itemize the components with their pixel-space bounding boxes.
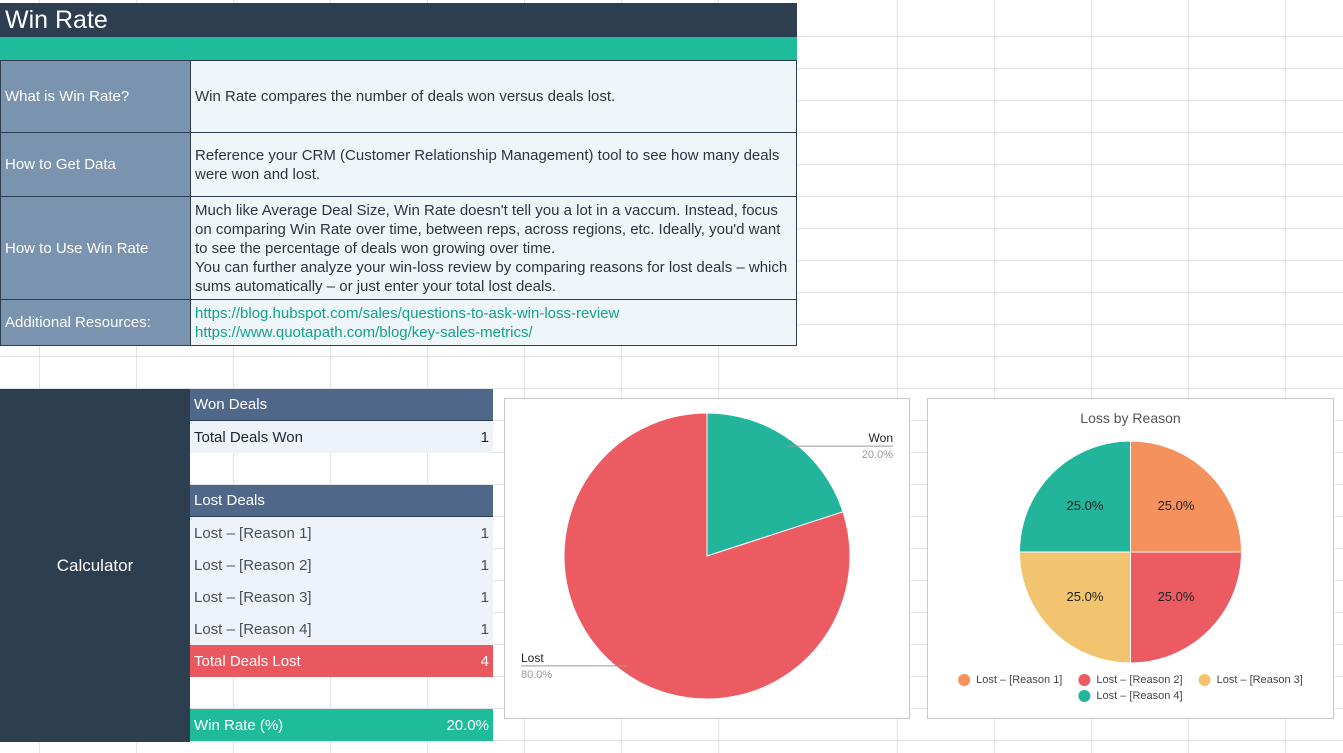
link[interactable]: https://www.quotapath.com/blog/key-sales… [195,323,533,341]
slice-label: 80.0% [521,669,552,681]
legend-item: Lost – [Reason 2] [1078,674,1183,686]
row-label: What is Win Rate? [0,60,191,133]
legend-swatch [1078,690,1091,702]
pie-slice [563,412,851,700]
legend-label: Lost – [Reason 1] [976,674,1062,686]
lost-row-label: Lost – [Reason 1] [190,517,390,549]
win-rate-label: Win Rate (%) [190,709,390,741]
row-content: Much like Average Deal Size, Win Rate do… [190,197,797,300]
row-content: https://blog.hubspot.com/sales/questions… [190,300,797,346]
legend-item: Lost – [Reason 1] [958,674,1062,686]
win-rate-value: 20.0% [390,709,493,741]
slice-category: Lost [521,651,544,665]
calculator-label: Calculator [0,389,190,742]
slice-label: 25.0% [1067,498,1104,513]
row-content: Reference your CRM (Customer Relationshi… [190,133,797,197]
pie-slice [1018,440,1131,553]
lost-row-value: 1 [390,581,493,613]
description: Win Rate compares the number of deals wo… [195,88,616,105]
lost-row-label: Lost – [Reason 3] [190,581,390,613]
slice-label: 20.0% [862,449,893,461]
accent-bar [0,37,797,60]
chart: Loss by Reason 25.0% 25.0% 25.0% 25.0% Lost –… [927,398,1334,719]
slice-label: 25.0% [1067,589,1104,604]
legend-item: Lost – [Reason 4] [1078,690,1183,702]
lost-row-label: Lost – [Reason 2] [190,549,390,581]
legend-item: Lost – [Reason 3] [1198,674,1303,686]
lost-row-value: 1 [390,549,493,581]
title-bar: Win Rate [0,3,797,37]
description: You can further analyze your win-loss re… [195,258,788,295]
legend-swatch [1078,674,1091,686]
section-header: Won Deals [190,389,493,421]
row-label: Additional Resources: [0,300,191,346]
link[interactable]: https://blog.hubspot.com/sales/questions… [195,304,620,322]
legend-label: Lost – [Reason 2] [1096,674,1182,686]
lost-row-value: 1 [390,517,493,549]
lost-row-label: Lost – [Reason 4] [190,613,390,645]
total-lost-value: 4 [390,645,493,677]
chart: Won 20.0% Lost 80.0% [504,398,910,719]
won-row-label: Total Deals Won [190,421,390,453]
pie-slice [1130,551,1243,664]
total-lost-label: Total Deals Lost [190,645,390,677]
pie-slice [706,412,844,557]
legend-label: Lost – [Reason 4] [1096,690,1182,702]
row-label: How to Get Data [0,133,191,197]
slice-label: 25.0% [1158,498,1195,513]
row-label: How to Use Win Rate [0,197,191,300]
description: Reference your CRM (Customer Relationshi… [195,146,780,183]
description: Much like Average Deal Size, Win Rate do… [195,201,781,257]
legend-label: Lost – [Reason 3] [1217,674,1303,686]
legend-swatch [958,674,971,686]
slice-label: 25.0% [1158,589,1195,604]
section-header: Lost Deals [190,485,493,517]
chart-title: Loss by Reason [1080,410,1180,426]
won-row-value: 1 [390,421,493,453]
slice-category: Won [869,431,893,445]
row-content: Win Rate compares the number of deals wo… [190,60,797,133]
pie-slice [1018,551,1131,664]
lost-row-value: 1 [390,613,493,645]
legend-swatch [1198,674,1211,686]
pie-slice [1130,440,1243,553]
